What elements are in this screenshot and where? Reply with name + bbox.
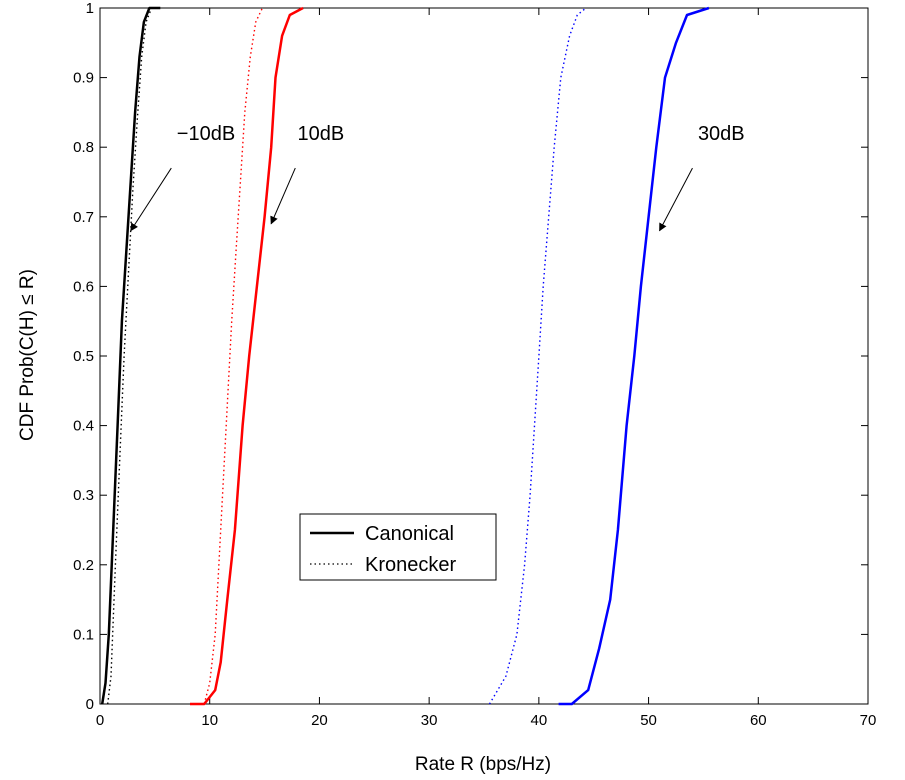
y-tick-label: 0.3 — [73, 487, 94, 504]
series-layer — [100, 6, 710, 706]
y-tick-label: 0.7 — [73, 209, 94, 226]
y-tick-label: 0.9 — [73, 70, 94, 87]
y-axis-label: CDF Prob(C(H) ≤ R) — [17, 269, 38, 441]
annotation-label: 10dB — [297, 123, 344, 145]
y-tick-label: 1 — [86, 0, 94, 17]
plot-frame — [99, 7, 869, 705]
legend-canonical-label: Canonical — [365, 523, 454, 545]
annotation-label: −10dB — [177, 123, 235, 145]
series-line-canonical-30dB — [558, 6, 710, 706]
series-line-canonical-10dB — [100, 6, 161, 705]
y-tick-label: 0.1 — [73, 626, 94, 643]
legend: Canonical Kronecker — [299, 513, 497, 581]
x-tick-label: 50 — [640, 712, 657, 729]
legend-box — [299, 513, 497, 581]
x-tick-label: 10 — [201, 712, 218, 729]
legend-kronecker-label: Kronecker — [365, 554, 456, 576]
series-line-kronecker-10dB — [107, 7, 153, 705]
axis-ticks: 0 10 20 30 40 50 60 70 0 0.1 0.2 0.3 0.4 0.5 0.6 0.7 0.8… — [73, 0, 876, 729]
x-tick-label: 60 — [750, 712, 767, 729]
annotation-arrow — [659, 167, 693, 232]
y-tick-label: 0.2 — [73, 557, 94, 574]
y-tick-label: 0.8 — [73, 139, 94, 156]
x-tick-label: 30 — [421, 712, 438, 729]
series-line-kronecker-10dB — [203, 7, 264, 705]
annotation-arrow — [130, 167, 172, 232]
y-tick-label: 0.4 — [73, 418, 94, 435]
x-tick-label: 70 — [860, 712, 877, 729]
y-tick-label: 0 — [86, 696, 94, 713]
series-line-kronecker-30dB — [488, 7, 587, 705]
x-tick-label: 20 — [311, 712, 328, 729]
x-tick-label: 40 — [531, 712, 548, 729]
plot-area-border — [99, 7, 869, 705]
annotation-arrow — [270, 167, 296, 225]
x-tick-label: 0 — [96, 712, 104, 729]
y-tick-label: 0.5 — [73, 348, 94, 365]
annotations: −10dB 10dB 30dB — [130, 123, 745, 232]
y-tick-label: 0.6 — [73, 278, 94, 295]
series-line-canonical-10dB — [190, 6, 304, 706]
annotation-label: 30dB — [698, 123, 745, 145]
x-axis-label: Rate R (bps/Hz) — [415, 754, 551, 775]
